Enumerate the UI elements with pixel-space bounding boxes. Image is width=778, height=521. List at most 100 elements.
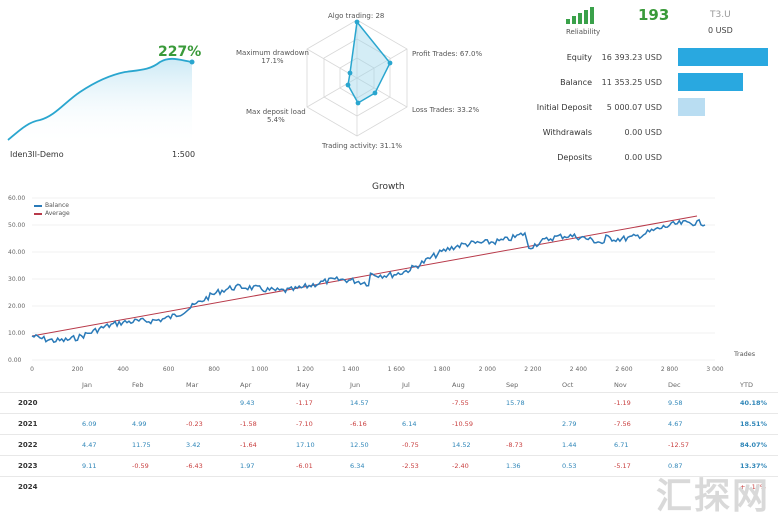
table-cell: 12.50 <box>350 441 369 449</box>
table-cell: 4.99 <box>132 420 147 428</box>
y-tick-label: 20.00 <box>8 303 25 310</box>
table-header-cell: Jan <box>82 381 93 389</box>
table-cell: 6.34 <box>350 462 365 470</box>
growth-mini-chart <box>7 57 195 145</box>
x-tick-label: 2 400 <box>570 366 587 373</box>
table-cell: 0.53 <box>562 462 577 470</box>
x-tick-label: 1 200 <box>297 366 314 373</box>
table-cell: -6.16 <box>350 420 367 428</box>
y-tick-label: 10.00 <box>8 330 25 337</box>
leverage: 1:500 <box>172 150 196 159</box>
table-header-cell: Aug <box>452 381 465 389</box>
table-header-cell: Mar <box>186 381 199 389</box>
table-header-cell: Nov <box>614 381 627 389</box>
currency-value: 0 USD <box>708 26 733 35</box>
x-axis-label: Trades <box>734 350 756 358</box>
table-cell: -2.53 <box>402 462 419 470</box>
table-cell: 1.44 <box>562 441 577 449</box>
table-year: 2023 <box>18 462 38 470</box>
table-cell: -0.23 <box>186 420 203 428</box>
table-cell: -7.56 <box>614 420 631 428</box>
table-cell: 0.87 <box>668 462 683 470</box>
stat-row: Deposits 0.00 USD <box>530 148 778 170</box>
table-cell: 9.58 <box>668 399 683 407</box>
stat-value: 5 000.07 USD <box>606 103 662 112</box>
table-header-cell: Oct <box>562 381 574 389</box>
x-tick-label: 0 <box>30 366 34 373</box>
table-cell: 3.42 <box>186 441 201 449</box>
table-ytd-cell: 84.07% <box>740 441 768 449</box>
stat-row: Balance 11 353.25 USD <box>530 73 778 95</box>
radar-label-activity: Trading activity: 31.1% <box>322 142 403 150</box>
stat-value: 0.00 USD <box>624 128 662 137</box>
growth-percent: 227% <box>158 44 202 60</box>
x-tick-label: 1 800 <box>433 366 450 373</box>
table-ytd-cell: +2.17% <box>740 483 767 491</box>
stat-label: Balance <box>560 78 592 87</box>
table-header-cell: Dec <box>668 381 681 389</box>
x-tick-label: 2 200 <box>524 366 541 373</box>
table-header-cell: Jul <box>402 381 410 389</box>
currency-label: T3.U <box>710 10 731 20</box>
x-tick-label: 400 <box>117 366 129 373</box>
table-cell: -7.10 <box>296 420 313 428</box>
table-cell: 1.97 <box>240 462 255 470</box>
table-cell: 11.75 <box>132 441 151 449</box>
monthly-returns-table: Jan Feb Mar Apr May Jun Jul Aug Sep Oct Nov Dec YTD 2… <box>0 378 778 521</box>
table-cell: 9.11 <box>82 462 97 470</box>
table-header-cell: Apr <box>240 381 252 389</box>
table-header-cell: Sep <box>506 381 519 389</box>
table-row: 2021 6.09 4.99 -0.23 -1.58 -7.10 -6.16 6.14 -10.… <box>0 413 778 434</box>
y-tick-label: 30.00 <box>8 276 25 283</box>
radar-chart <box>306 19 408 137</box>
table-year: 2022 <box>18 441 38 449</box>
table-cell: -8.73 <box>506 441 523 449</box>
stat-row: Withdrawals 0.00 USD <box>530 123 778 145</box>
stat-label: Equity <box>566 53 592 62</box>
table-cell: -5.17 <box>614 462 631 470</box>
table-header-cell: YTD <box>740 381 753 389</box>
table-row: 2023 9.11 -0.59 -6.43 1.97 -6.01 6.34 -2.53 -2.4… <box>0 455 778 476</box>
table-year: 2021 <box>18 420 38 428</box>
radar-label-algo: Algo trading: 28 <box>328 12 385 20</box>
stat-label: Initial Deposit <box>536 103 592 112</box>
x-tick-label: 200 <box>72 366 84 373</box>
table-ytd-cell: 18.51% <box>740 420 768 428</box>
table-cell: 9.43 <box>240 399 255 407</box>
account-stats: Equity 16 393.23 USD Balance 11 353.25 USD I… <box>530 48 778 166</box>
table-cell: 6.09 <box>82 420 97 428</box>
y-tick-label: 0.00 <box>8 357 22 364</box>
table-cell: -1.17 <box>296 399 313 407</box>
table-cell: 14.52 <box>452 441 471 449</box>
table-cell: -7.55 <box>452 399 469 407</box>
chart-title: Growth <box>372 182 405 192</box>
table-header-cell: May <box>296 381 310 389</box>
table-ytd-cell: 13.37% <box>740 462 768 470</box>
table-row: 2024 +2.17% <box>0 476 778 497</box>
table-row: 2020 9.43 -1.17 14.57 -7.55 15.78 -1.19 9.58 40.… <box>0 392 778 413</box>
table-year: 2020 <box>18 399 38 407</box>
account-name[interactable]: Iden3ll-Demo <box>10 150 64 159</box>
x-tick-label: 2 800 <box>661 366 678 373</box>
stat-value: 0.00 USD <box>624 153 662 162</box>
table-cell: 4.67 <box>668 420 683 428</box>
stat-value: 16 393.23 USD <box>601 53 662 62</box>
table-cell: -1.19 <box>614 399 631 407</box>
reliability-bars-icon <box>566 6 600 24</box>
x-tick-label: 800 <box>208 366 220 373</box>
x-tick-label: 1 400 <box>342 366 359 373</box>
table-cell: 6.14 <box>402 420 417 428</box>
table-header-cell: Feb <box>132 381 144 389</box>
main-growth-chart: 60.00 50.00 40.00 30.00 20.00 10.00 0.00 0 200 4… <box>8 195 724 373</box>
y-tick-label: 60.00 <box>8 195 25 202</box>
growth-widget: 227% Iden3ll-Demo 1:500 <box>0 40 202 165</box>
table-cell: -6.01 <box>296 462 313 470</box>
legend-balance-swatch <box>34 204 42 207</box>
radar-label-profit: Profit Trades: 67.0% <box>412 50 483 58</box>
table-ytd-cell: 40.18% <box>740 399 768 407</box>
table-cell: -1.64 <box>240 441 257 449</box>
table-cell: -12.57 <box>668 441 689 449</box>
stat-label: Deposits <box>557 153 592 162</box>
stat-row: Equity 16 393.23 USD <box>530 48 778 70</box>
y-tick-label: 50.00 <box>8 222 25 229</box>
